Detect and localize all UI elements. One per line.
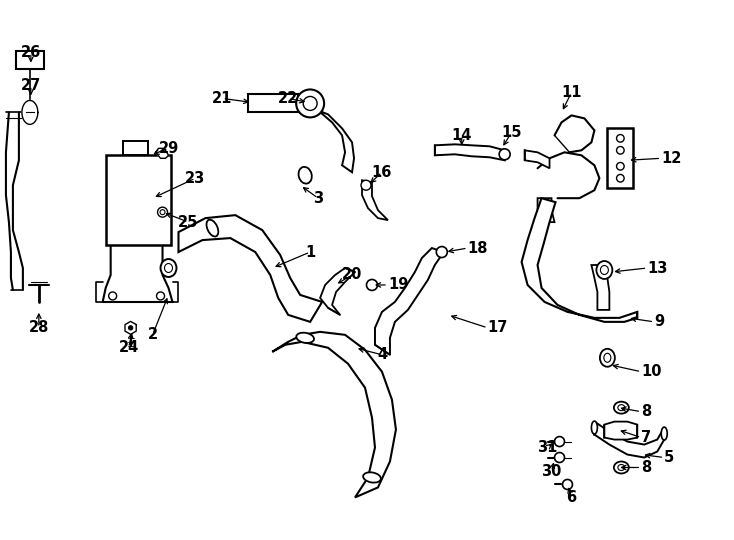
Circle shape — [499, 149, 510, 160]
Ellipse shape — [614, 462, 629, 474]
Text: 6: 6 — [567, 490, 576, 505]
Ellipse shape — [554, 453, 564, 462]
Bar — [248, 94, 298, 112]
Ellipse shape — [618, 404, 625, 410]
Text: 8: 8 — [642, 404, 652, 419]
Ellipse shape — [363, 472, 381, 483]
Polygon shape — [375, 248, 444, 355]
Polygon shape — [156, 148, 169, 158]
Ellipse shape — [299, 167, 312, 184]
Text: 17: 17 — [487, 320, 508, 335]
Ellipse shape — [661, 427, 667, 440]
Ellipse shape — [618, 464, 625, 470]
Ellipse shape — [158, 207, 167, 217]
Ellipse shape — [361, 180, 371, 190]
Ellipse shape — [562, 480, 573, 489]
Text: 13: 13 — [647, 260, 668, 275]
Ellipse shape — [297, 333, 314, 343]
Polygon shape — [604, 422, 637, 440]
Text: 9: 9 — [654, 314, 664, 329]
Text: 15: 15 — [501, 125, 522, 140]
Text: 31: 31 — [537, 440, 558, 455]
Bar — [106, 156, 170, 245]
Text: 30: 30 — [542, 464, 562, 479]
Polygon shape — [592, 265, 609, 310]
Text: 28: 28 — [29, 320, 49, 335]
Circle shape — [128, 326, 133, 330]
Text: 4: 4 — [377, 347, 387, 362]
Ellipse shape — [554, 436, 564, 447]
Circle shape — [617, 163, 624, 170]
Text: 24: 24 — [118, 340, 139, 355]
Polygon shape — [178, 215, 322, 322]
Ellipse shape — [600, 266, 608, 274]
Text: 10: 10 — [642, 364, 662, 379]
Text: 14: 14 — [451, 128, 472, 143]
Text: 3: 3 — [313, 191, 323, 206]
Circle shape — [109, 292, 117, 300]
Bar — [123, 141, 148, 156]
Text: 26: 26 — [21, 45, 41, 60]
Circle shape — [617, 174, 624, 182]
Polygon shape — [272, 332, 396, 497]
Polygon shape — [595, 422, 664, 457]
Ellipse shape — [164, 264, 172, 273]
Polygon shape — [362, 180, 388, 220]
Text: 16: 16 — [372, 165, 392, 180]
Text: 1: 1 — [305, 245, 316, 260]
Text: 12: 12 — [661, 151, 682, 166]
Polygon shape — [525, 150, 550, 168]
Text: 5: 5 — [664, 450, 675, 465]
Text: 7: 7 — [642, 430, 651, 445]
Ellipse shape — [206, 220, 218, 237]
Circle shape — [436, 247, 447, 258]
Bar — [16, 51, 44, 69]
Text: 29: 29 — [159, 141, 178, 156]
Text: 11: 11 — [562, 85, 582, 100]
Text: 18: 18 — [468, 240, 488, 255]
Polygon shape — [22, 100, 38, 124]
Circle shape — [303, 97, 317, 110]
Circle shape — [160, 210, 165, 214]
Polygon shape — [320, 268, 355, 315]
Text: 27: 27 — [21, 78, 41, 93]
Text: 8: 8 — [642, 460, 652, 475]
Ellipse shape — [604, 353, 611, 362]
Text: 23: 23 — [185, 171, 206, 186]
Text: 20: 20 — [342, 267, 362, 282]
Text: 19: 19 — [388, 278, 408, 293]
Text: 25: 25 — [178, 214, 199, 230]
Text: 2: 2 — [148, 327, 158, 342]
Ellipse shape — [597, 261, 612, 279]
Ellipse shape — [161, 259, 176, 277]
Ellipse shape — [592, 421, 597, 434]
Circle shape — [366, 280, 377, 291]
Circle shape — [156, 292, 164, 300]
Polygon shape — [318, 110, 354, 172]
Polygon shape — [522, 198, 637, 322]
Polygon shape — [435, 144, 505, 160]
Circle shape — [617, 134, 624, 142]
Ellipse shape — [614, 402, 629, 414]
Text: 22: 22 — [278, 91, 298, 106]
Polygon shape — [537, 198, 554, 222]
Bar — [607, 129, 633, 188]
Polygon shape — [125, 321, 137, 334]
Text: 21: 21 — [212, 91, 233, 106]
Ellipse shape — [600, 349, 615, 367]
Circle shape — [297, 90, 324, 117]
Circle shape — [617, 146, 624, 154]
